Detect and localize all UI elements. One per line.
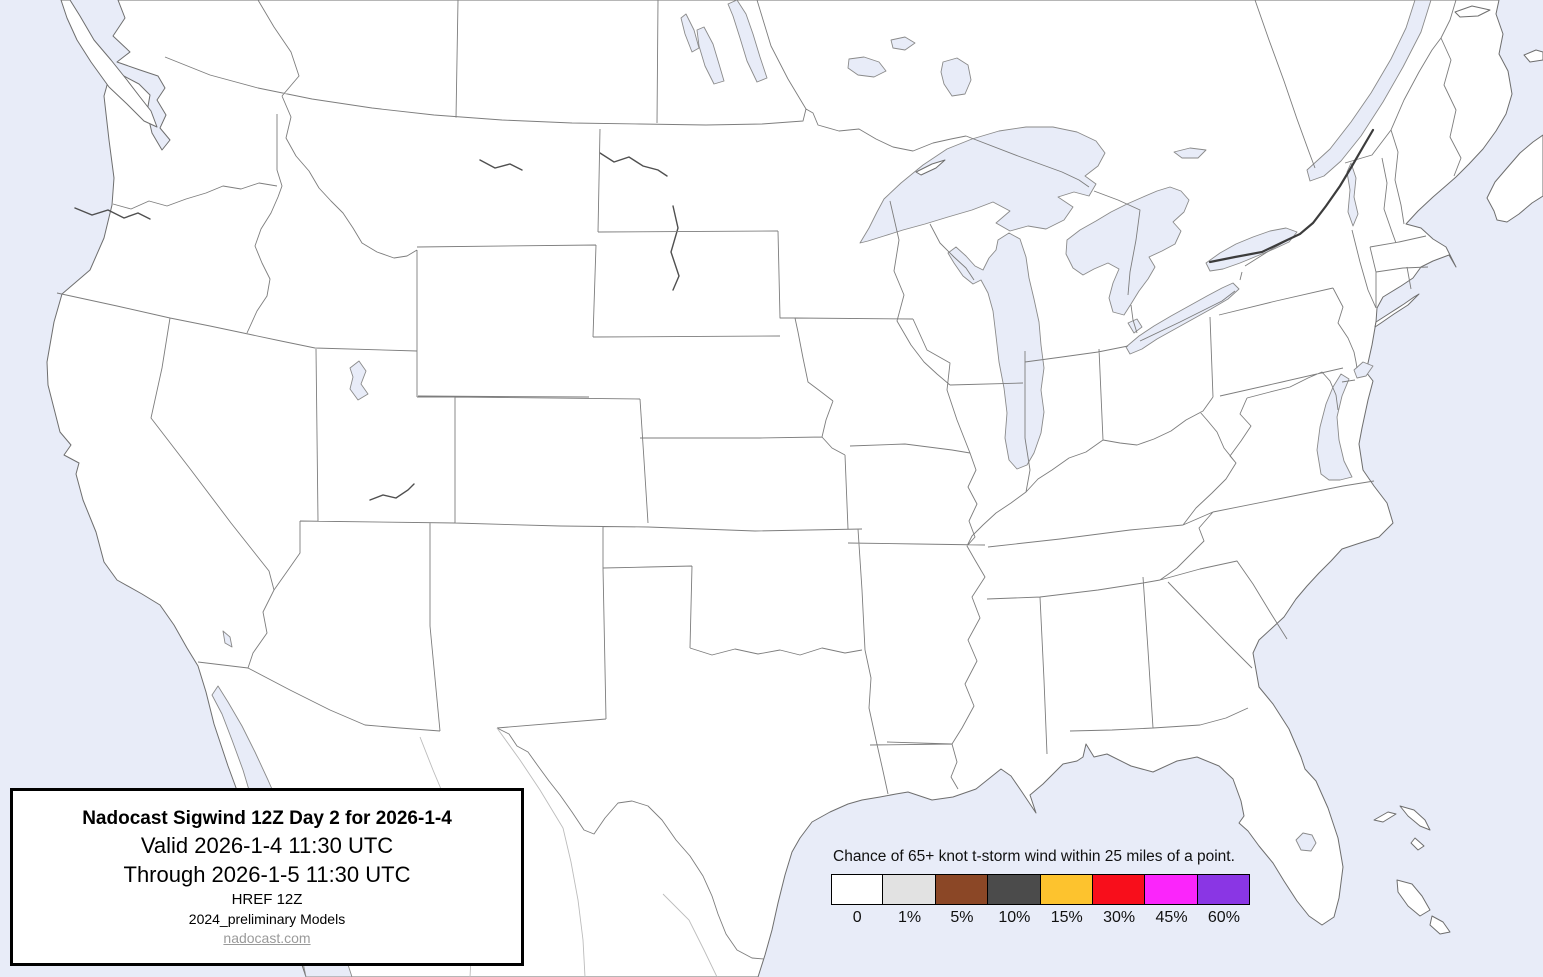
lake-michigan (947, 232, 1045, 470)
legend-label: 30% (1103, 909, 1136, 926)
prince-edward-island (1523, 49, 1543, 63)
legend-label: 1% (898, 909, 922, 926)
legend-swatch (831, 874, 884, 905)
lake-okeechobee (1295, 832, 1317, 852)
legend-swatch (1197, 874, 1251, 905)
lake-nipissing (1173, 147, 1207, 159)
legend-label: 5% (950, 909, 974, 926)
through-time: Through 2026-1-5 11:30 UTC (123, 862, 411, 887)
legend-swatch (1145, 874, 1198, 905)
bahamas-islands (1373, 805, 1451, 935)
lake-of-the-woods (847, 56, 887, 78)
map-title: Nadocast Sigwind 12Z Day 2 for 2026-1-4 (82, 808, 452, 829)
st-lawrence-border-line (1208, 128, 1375, 264)
lake-champlain (1346, 162, 1359, 227)
nova-scotia (1486, 134, 1543, 223)
anticosti-island (1454, 5, 1491, 18)
lake-winnipegosis (680, 13, 700, 53)
state-borders (56, 0, 1462, 960)
legend-swatch-row (831, 874, 1271, 905)
lake-powell-river (369, 483, 415, 501)
lake-manitoba (696, 26, 725, 85)
probability-legend: Chance of 65+ knot t-storm wind within 2… (831, 848, 1271, 927)
legend-label: 0 (852, 909, 862, 926)
columbia-river (74, 207, 151, 220)
lake-erie (1125, 282, 1240, 355)
legend-swatch (1092, 874, 1146, 905)
lake-winnipeg (727, 0, 768, 83)
model-version-label: 2024_preliminary Models (188, 911, 346, 927)
fort-peck-lake-river (479, 159, 523, 171)
legend-label-row: 0 1% 5% 10% 15% 30% 45% 60% (831, 909, 1271, 927)
long-island (1374, 293, 1420, 328)
lake-huron (1065, 186, 1190, 316)
legend-swatch (1040, 874, 1093, 905)
title-box: Nadocast Sigwind 12Z Day 2 for 2026-1-4 … (10, 788, 524, 966)
legend-swatch (883, 874, 936, 905)
valid-time: Valid 2026-1-4 11:30 UTC (140, 833, 394, 858)
legend-label: 45% (1155, 909, 1188, 926)
lake-sakakawea-river (599, 152, 668, 177)
legend-swatch (935, 874, 989, 905)
lake-superior (859, 126, 1106, 244)
legend-label: 60% (1207, 909, 1240, 926)
rainy-lake (890, 36, 916, 51)
isle-royale (915, 159, 946, 176)
legend-title: Chance of 65+ knot t-storm wind within 2… (833, 848, 1235, 865)
salton-sea (222, 630, 233, 648)
chesapeake-bay (1316, 373, 1353, 481)
legend-swatch (988, 874, 1041, 905)
legend-label: 10% (998, 909, 1031, 926)
legend-label: 15% (1050, 909, 1083, 926)
st-lawrence-river (1306, 0, 1432, 182)
delaware-bay (1353, 361, 1374, 379)
lake-oahe-river (670, 205, 680, 291)
vancouver-island (60, 0, 158, 128)
model-run-label: HREF 12Z (231, 891, 303, 908)
great-salt-lake (349, 360, 369, 401)
nadocast-link[interactable]: nadocast.com (223, 930, 311, 946)
lake-nipigon (940, 57, 972, 97)
